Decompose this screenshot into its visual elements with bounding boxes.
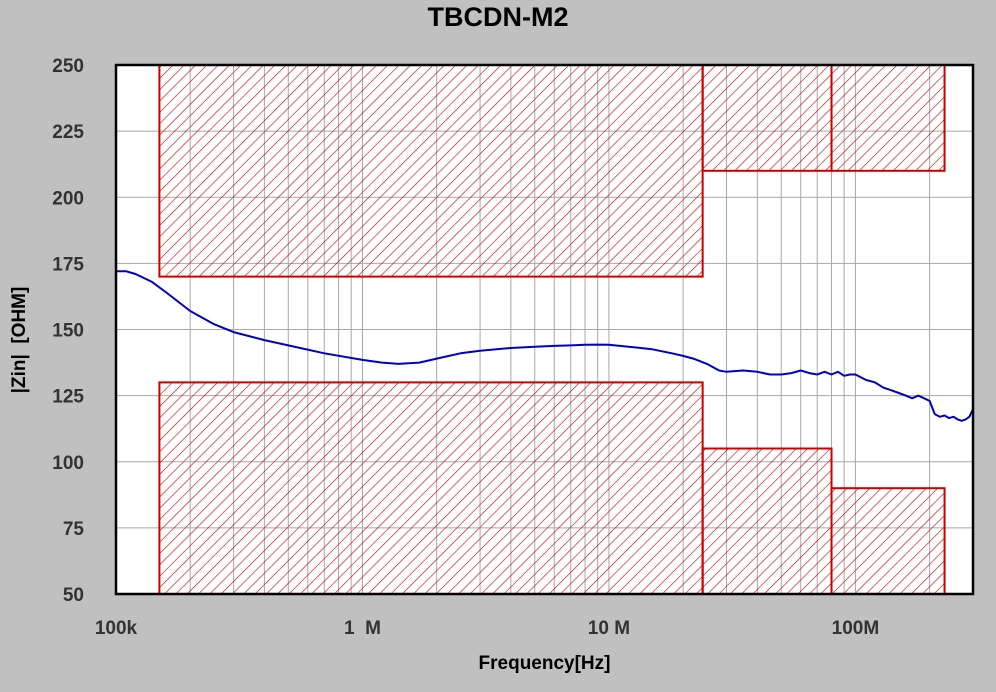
x-tick-label: 1 M bbox=[344, 618, 381, 639]
series-line-1 bbox=[116, 270, 974, 422]
limit-mask-regions bbox=[158, 64, 946, 596]
y-tick-label: 50 bbox=[63, 585, 84, 606]
y-tick-label: 175 bbox=[52, 254, 84, 275]
mask-region-6 bbox=[830, 487, 946, 596]
y-tick-labels: 50 75 100 125 150 175 200 225 250 bbox=[52, 56, 84, 606]
mask-region-4 bbox=[158, 381, 704, 595]
y-tick-label: 200 bbox=[52, 188, 84, 209]
y-tick-label: 75 bbox=[63, 519, 85, 540]
mask-region-2 bbox=[701, 64, 833, 172]
x-tick-label: 10 M bbox=[588, 618, 630, 639]
plot-border bbox=[114, 63, 975, 596]
x-tick-label: 100M bbox=[832, 618, 880, 639]
x-tick-label: 100k bbox=[95, 618, 138, 639]
y-tick-label: 100 bbox=[52, 453, 84, 474]
y-tick-label: 225 bbox=[52, 122, 84, 143]
y-tick-label: 150 bbox=[52, 321, 84, 342]
y-axis-label: |Zin| [OHM] bbox=[9, 286, 30, 394]
y-tick-label: 250 bbox=[52, 56, 84, 77]
y-tick-label: 125 bbox=[52, 387, 84, 408]
impedance-series bbox=[116, 270, 974, 422]
mask-region-1 bbox=[158, 64, 704, 278]
mask-region-3 bbox=[830, 64, 946, 172]
chart-title: TBCDN-M2 bbox=[427, 2, 569, 32]
mask-region-5 bbox=[701, 447, 833, 595]
x-tick-labels: 100k 1 M 10 M 100M bbox=[95, 618, 879, 639]
x-axis-label: Frequency[Hz] bbox=[478, 653, 611, 674]
